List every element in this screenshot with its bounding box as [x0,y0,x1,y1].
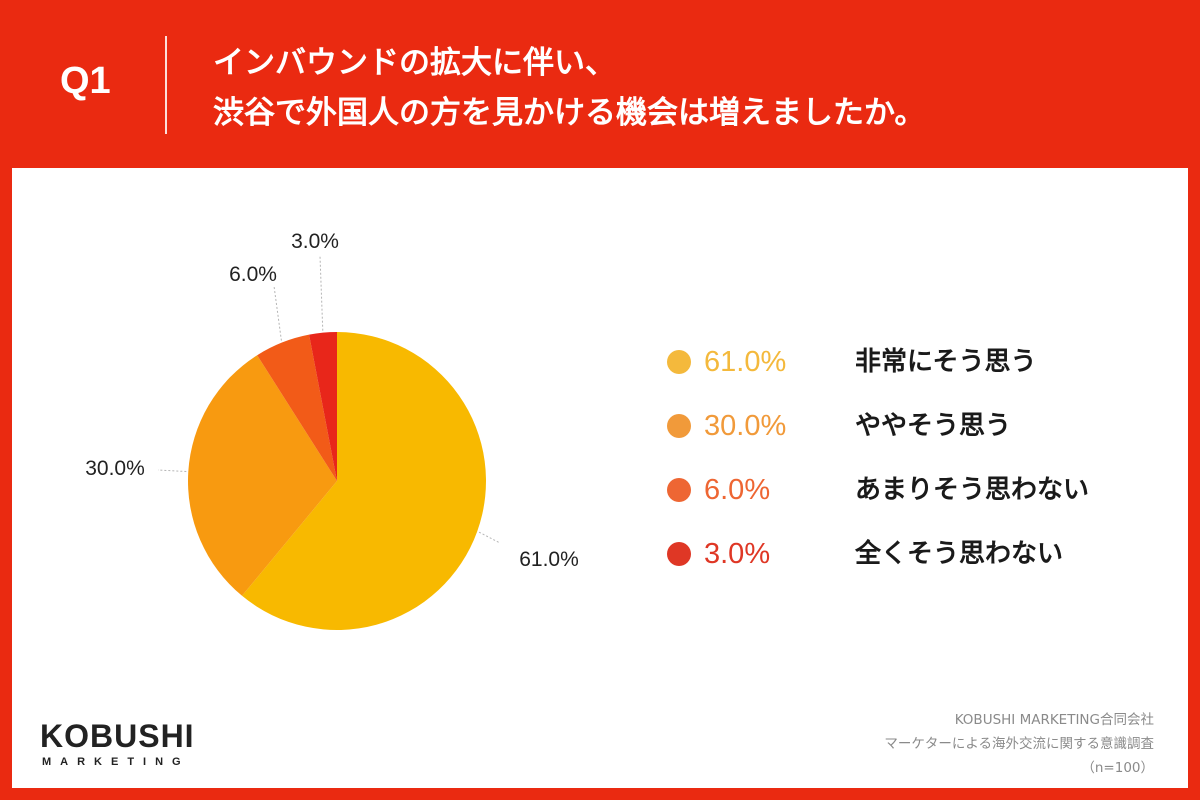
source-note: KOBUSHI MARKETING合同会社 マーケターによる海外交流に関する意識… [884,708,1154,780]
question-title: インバウンドの拡大に伴い、 渋谷で外国人の方を見かける機会は増えましたか。 [213,38,1173,138]
legend-label: ややそう思う [855,411,1012,441]
pie-value-labels: 61.0% 30.0% 6.0% 3.0% [85,230,579,571]
chart-legend: 61.0% 非常にそう思う 30.0% ややそう思う 6.0% あまりそう思わな… [667,333,1167,589]
pie-chart: 61.0% 30.0% 6.0% 3.0% [85,230,579,630]
chart-panel: 61.0% 30.0% 6.0% 3.0% 61.0% 非常にそう思う 30.0% や… [12,168,1188,788]
source-sample: （n=100） [1081,760,1154,776]
legend-value: 6.0% [704,474,771,506]
legend-value: 30.0% [704,410,787,442]
pie-leader-line [319,255,324,331]
pie-value-label: 30.0% [85,457,145,480]
source-company: KOBUSHI MARKETING合同会社 [954,712,1154,728]
legend-swatch [667,414,691,438]
pie-leader-lines [157,255,501,544]
legend-item: 61.0% 非常にそう思う [667,333,1167,397]
pie-value-label: 6.0% [229,263,277,286]
source-survey: マーケターによる海外交流に関する意識調査 [884,736,1154,752]
legend-value: 3.0% [704,538,771,570]
logo-wordmark: KOBUSHI [40,718,195,754]
legend-label: あまりそう思わない [855,475,1090,505]
question-number: Q1 [60,60,111,102]
legend-item: 3.0% 全くそう思わない [667,525,1167,589]
question-header: Q1 インバウンドの拡大に伴い、 渋谷で外国人の方を見かける機会は増えましたか。 [0,0,1200,168]
pie-leader-line [273,285,282,341]
pie-leader-line [157,469,187,473]
legend-swatch [667,478,691,502]
pie-value-label: 61.0% [519,548,579,571]
legend-swatch [667,350,691,374]
company-logo: KOBUSHI MARKETING [40,718,220,778]
legend-label: 全くそう思わない [855,539,1064,569]
pie-leader-line [478,531,501,544]
question-title-line-2: 渋谷で外国人の方を見かける機会は増えましたか。 [213,95,926,131]
legend-item: 6.0% あまりそう思わない [667,461,1167,525]
pie-slice [309,332,337,481]
pie-slices [187,332,486,630]
pie-slice [187,355,337,596]
legend-swatch [667,542,691,566]
pie-slice [242,332,486,630]
header-divider [165,36,167,134]
logo-subtitle: MARKETING [42,756,190,768]
legend-value: 61.0% [704,346,787,378]
legend-item: 30.0% ややそう思う [667,397,1167,461]
legend-label: 非常にそう思う [855,347,1037,377]
pie-value-label: 3.0% [291,230,339,253]
pie-slice [257,334,337,481]
question-title-line-1: インバウンドの拡大に伴い、 [213,45,616,81]
